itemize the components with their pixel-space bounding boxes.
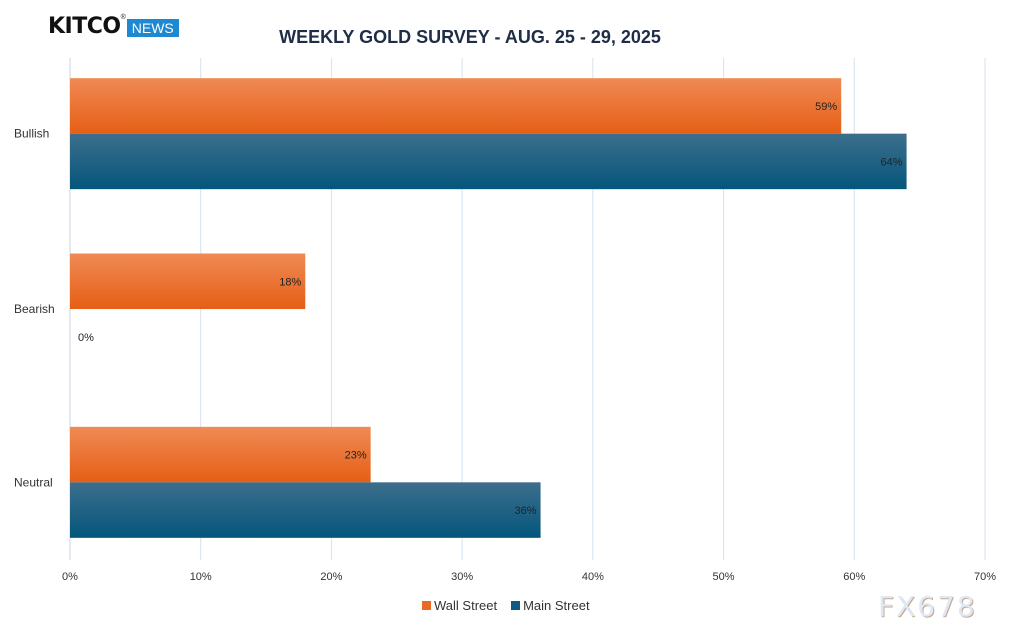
logo-text: KITCO: [48, 14, 121, 39]
x-tick-label: 40%: [582, 571, 604, 583]
x-tick-label: 50%: [713, 571, 735, 583]
bar-wall-street: [70, 253, 306, 309]
x-tick-label: 70%: [974, 571, 996, 583]
registered-mark: ®: [120, 14, 126, 21]
legend-swatch: [422, 601, 431, 610]
bar-wall-street: [70, 78, 842, 134]
data-label: 64%: [881, 156, 903, 168]
legend-label: Main Street: [523, 598, 590, 613]
legend: Wall Street Main Street: [422, 598, 590, 613]
x-tick-label: 20%: [320, 571, 342, 583]
category-label: Bearish: [14, 302, 55, 316]
data-label: 0%: [78, 332, 94, 344]
bar-main-street: [70, 133, 907, 190]
category-label: Neutral: [14, 475, 53, 489]
legend-label: Wall Street: [434, 598, 498, 613]
data-label: 23%: [345, 450, 367, 462]
chart-title: WEEKLY GOLD SURVEY - AUG. 25 - 29, 2025: [279, 27, 661, 47]
legend-swatch: [511, 601, 521, 610]
category-label: Bullish: [14, 127, 49, 141]
x-tick-label: 60%: [843, 571, 865, 583]
x-tick-label: 0%: [62, 571, 78, 583]
data-label: 18%: [279, 276, 301, 288]
legend-item-wall-street: Wall Street: [422, 598, 497, 613]
data-label: 36%: [515, 505, 537, 517]
watermark: FX678: [878, 590, 977, 623]
x-tick-label: 10%: [190, 571, 212, 583]
kitco-logo: KITCO ® NEWS: [48, 14, 179, 39]
legend-item-main-street: Main Street: [511, 598, 590, 613]
x-tick-label: 30%: [451, 571, 473, 583]
logo-badge: NEWS: [126, 19, 179, 37]
data-label: 59%: [815, 101, 837, 113]
bar-wall-street: [70, 426, 371, 483]
bar-main-street: [70, 482, 541, 538]
